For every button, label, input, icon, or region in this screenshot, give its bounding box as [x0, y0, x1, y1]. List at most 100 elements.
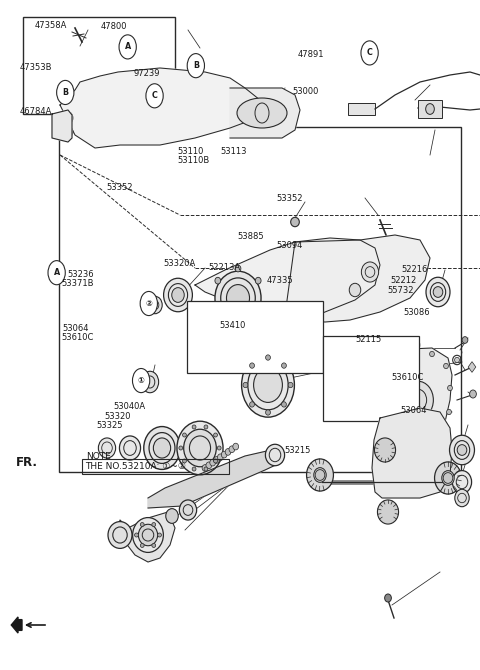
Ellipse shape: [446, 409, 451, 415]
Ellipse shape: [441, 429, 445, 435]
Circle shape: [140, 291, 157, 316]
Text: 52115: 52115: [355, 334, 382, 344]
Ellipse shape: [166, 509, 178, 523]
Ellipse shape: [447, 385, 452, 391]
Text: 46784A: 46784A: [19, 107, 51, 116]
Text: 53352: 53352: [107, 183, 133, 192]
Ellipse shape: [349, 283, 361, 297]
Ellipse shape: [140, 543, 144, 547]
Polygon shape: [118, 512, 175, 562]
Ellipse shape: [152, 543, 156, 547]
Ellipse shape: [182, 433, 186, 437]
Bar: [187, 302, 323, 373]
Ellipse shape: [250, 402, 254, 407]
Text: B: B: [62, 88, 68, 97]
Ellipse shape: [217, 446, 221, 450]
Ellipse shape: [206, 462, 212, 469]
Ellipse shape: [241, 353, 294, 417]
Text: A: A: [124, 42, 131, 52]
Text: 53113: 53113: [221, 147, 247, 156]
Ellipse shape: [152, 523, 156, 527]
Ellipse shape: [172, 287, 184, 302]
Ellipse shape: [98, 438, 116, 458]
Ellipse shape: [408, 340, 416, 350]
Ellipse shape: [253, 368, 282, 403]
Ellipse shape: [442, 470, 454, 485]
Ellipse shape: [457, 445, 467, 456]
Bar: [82, 459, 229, 474]
Text: 53236: 53236: [67, 269, 94, 279]
Ellipse shape: [184, 429, 216, 467]
Text: 52213A: 52213A: [209, 263, 241, 272]
Ellipse shape: [235, 265, 241, 272]
Ellipse shape: [120, 436, 141, 460]
Text: 53215: 53215: [284, 446, 311, 456]
Text: 47891: 47891: [298, 50, 324, 60]
FancyArrow shape: [12, 617, 22, 633]
Text: 53040A: 53040A: [113, 402, 145, 411]
Ellipse shape: [366, 345, 378, 358]
Ellipse shape: [444, 363, 448, 369]
Circle shape: [48, 261, 65, 285]
Ellipse shape: [210, 460, 216, 466]
Text: 53371B: 53371B: [61, 279, 94, 288]
Text: 53064: 53064: [400, 405, 427, 415]
Ellipse shape: [282, 402, 287, 407]
Ellipse shape: [192, 467, 196, 471]
Text: 53325: 53325: [96, 421, 122, 430]
Ellipse shape: [227, 285, 250, 312]
Ellipse shape: [265, 444, 285, 466]
Bar: [59, 127, 461, 472]
Text: 97239: 97239: [133, 69, 160, 78]
Text: 53094: 53094: [276, 241, 303, 251]
Polygon shape: [52, 110, 72, 142]
Ellipse shape: [291, 217, 300, 226]
Ellipse shape: [361, 262, 379, 282]
Text: 53110B: 53110B: [178, 156, 210, 165]
Ellipse shape: [452, 470, 471, 493]
Ellipse shape: [342, 381, 348, 389]
Text: 53110: 53110: [178, 147, 204, 156]
Polygon shape: [285, 235, 430, 322]
Polygon shape: [148, 448, 282, 508]
Circle shape: [119, 35, 136, 59]
Text: C: C: [367, 48, 372, 58]
Ellipse shape: [380, 405, 384, 411]
Circle shape: [187, 54, 204, 78]
Ellipse shape: [204, 425, 208, 429]
Ellipse shape: [315, 470, 325, 480]
Polygon shape: [60, 68, 265, 148]
Ellipse shape: [412, 378, 419, 386]
Ellipse shape: [214, 457, 219, 464]
Ellipse shape: [142, 371, 158, 393]
Ellipse shape: [154, 438, 171, 458]
Text: 53352: 53352: [276, 194, 303, 203]
Text: 47800: 47800: [101, 22, 127, 31]
Text: 55732: 55732: [387, 285, 413, 295]
Bar: [23, 17, 175, 114]
Ellipse shape: [63, 127, 73, 137]
Text: NOTE: NOTE: [86, 452, 111, 461]
Ellipse shape: [443, 472, 453, 483]
Ellipse shape: [225, 449, 231, 456]
Ellipse shape: [390, 438, 395, 443]
Ellipse shape: [433, 287, 443, 297]
Circle shape: [361, 41, 378, 65]
Text: 53410: 53410: [220, 321, 246, 330]
Ellipse shape: [214, 459, 217, 463]
Bar: [323, 336, 419, 421]
Text: 53064: 53064: [62, 324, 89, 333]
Ellipse shape: [250, 363, 254, 369]
Ellipse shape: [434, 462, 461, 494]
Ellipse shape: [144, 427, 180, 470]
Ellipse shape: [374, 438, 396, 462]
Polygon shape: [372, 408, 452, 498]
Text: THE NO.53210A: ①~②: THE NO.53210A: ①~②: [85, 462, 186, 471]
Ellipse shape: [235, 324, 241, 331]
Circle shape: [132, 369, 150, 393]
Ellipse shape: [409, 349, 414, 354]
Ellipse shape: [243, 383, 248, 388]
Text: 47358A: 47358A: [35, 21, 67, 30]
Ellipse shape: [382, 425, 386, 431]
Ellipse shape: [179, 446, 183, 450]
